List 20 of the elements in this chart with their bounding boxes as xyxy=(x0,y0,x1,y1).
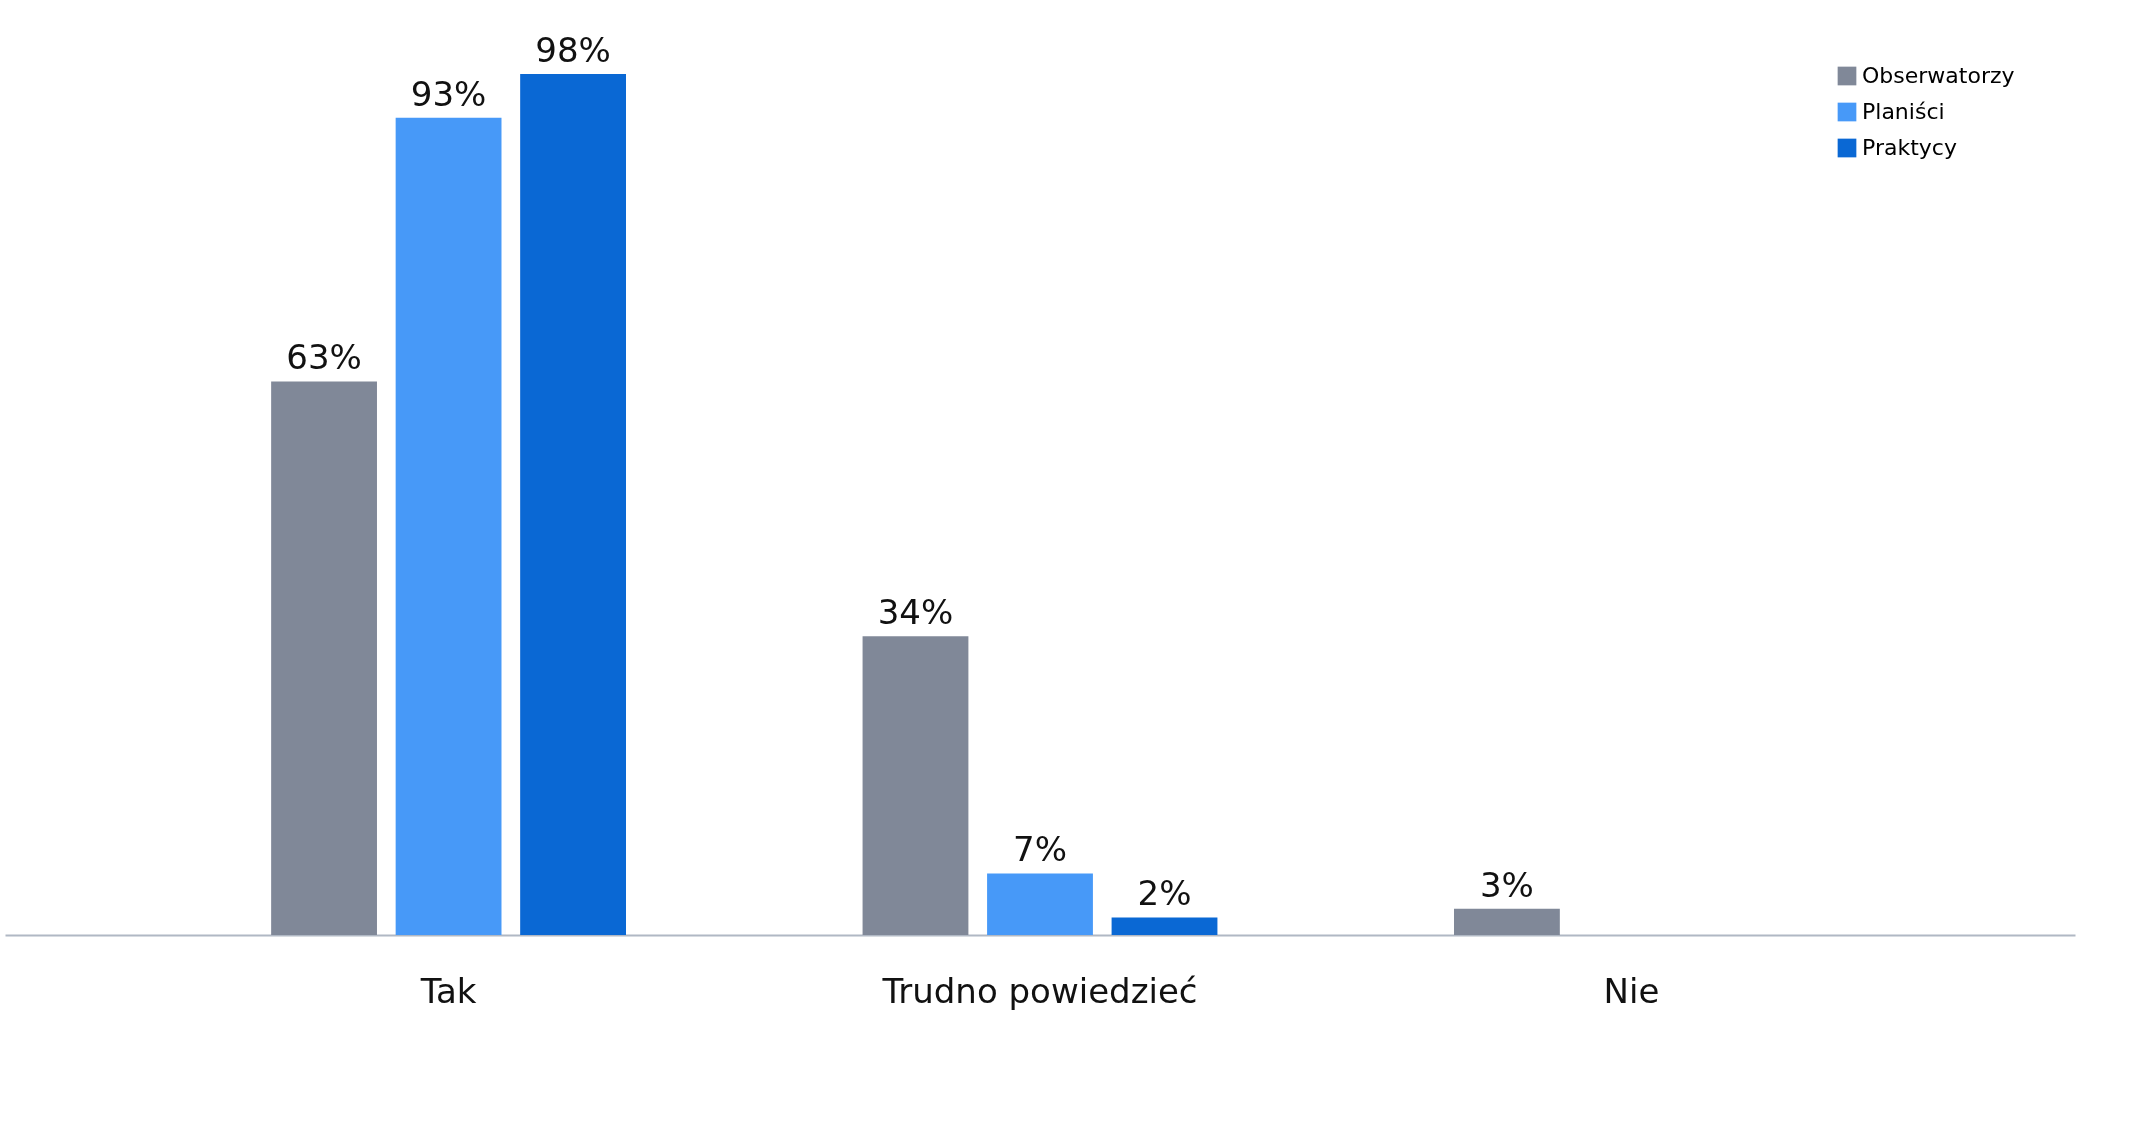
data-label: 63% xyxy=(286,337,362,378)
bar xyxy=(987,873,1093,935)
legend-label: Obserwatorzy xyxy=(1862,63,2015,88)
data-label: 3% xyxy=(1479,864,1534,905)
x-tick-label: Nie xyxy=(1603,970,1660,1011)
data-label: 34% xyxy=(877,592,954,633)
bar xyxy=(862,636,969,935)
data-label: 7% xyxy=(1013,829,1067,870)
legend-label: Planiści xyxy=(1862,99,1945,124)
x-tick-label: Tak xyxy=(419,970,477,1011)
bar xyxy=(1111,917,1218,935)
bar xyxy=(1454,908,1560,935)
data-label: 93% xyxy=(410,73,487,114)
bar xyxy=(395,117,502,935)
data-label: 98% xyxy=(535,29,611,70)
data-label: 2% xyxy=(1137,873,1192,914)
bar xyxy=(271,381,377,935)
legend-label: Praktycy xyxy=(1862,135,1957,160)
x-tick-label: Trudno powiedzieć xyxy=(881,970,1198,1011)
bar xyxy=(520,73,626,935)
